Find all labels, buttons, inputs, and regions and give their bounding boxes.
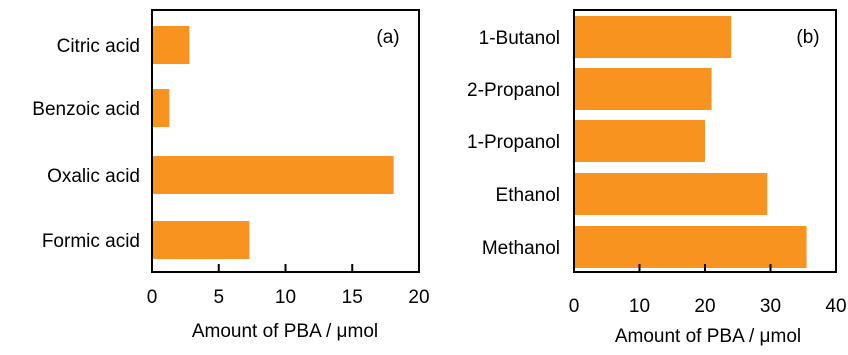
panel-b: (b) 1-Butanol 2-Propanol 1-Propanol Ethanol… <box>467 9 847 347</box>
x-tick-label: 0 <box>147 287 158 308</box>
bar-methanol <box>575 226 807 268</box>
bar-citric-acid <box>153 26 190 64</box>
panel-label-a: (a) <box>376 27 399 48</box>
bar-1-butanol <box>575 16 732 58</box>
x-tick-label: 30 <box>760 296 781 317</box>
category-label: 1-Butanol <box>479 28 560 49</box>
panel-label-b: (b) <box>796 27 819 48</box>
category-label: Benzoic acid <box>32 99 140 120</box>
panel-a: (a) Citric acid Benzoic acid Oxalic acid Fo… <box>32 9 430 342</box>
x-tick-label: 20 <box>694 296 715 317</box>
category-label: Citric acid <box>57 36 140 57</box>
category-labels-b: 1-Butanol 2-Propanol 1-Propanol Ethanol Meth… <box>467 28 560 259</box>
bars-a <box>153 26 394 259</box>
x-axis-label-b: Amount of PBA / μmol <box>615 326 801 347</box>
category-label: Methanol <box>482 238 560 259</box>
bars-b <box>575 16 807 268</box>
bar-oxalic-acid <box>153 156 394 194</box>
x-axis-label-a: Amount of PBA / μmol <box>192 321 378 342</box>
x-tick-label: 15 <box>342 287 363 308</box>
category-label: Oxalic acid <box>47 166 140 187</box>
bar-1-propanol <box>575 120 705 162</box>
x-ticks-a: 0 5 10 15 20 <box>147 264 430 308</box>
x-tick-label: 10 <box>629 296 650 317</box>
category-label: 2-Propanol <box>467 80 560 101</box>
x-tick-label: 20 <box>408 287 429 308</box>
bar-2-propanol <box>575 68 712 110</box>
x-ticks-b: 0 10 20 30 40 <box>569 264 847 317</box>
category-label: 1-Propanol <box>467 132 560 153</box>
bar-formic-acid <box>153 221 250 259</box>
bar-ethanol <box>575 173 768 215</box>
x-tick-label: 40 <box>825 296 846 317</box>
bar-benzoic-acid <box>153 89 170 127</box>
category-label: Formic acid <box>42 231 140 252</box>
category-label: Ethanol <box>496 185 560 206</box>
category-labels-a: Citric acid Benzoic acid Oxalic acid Formic… <box>32 36 140 252</box>
x-tick-label: 5 <box>213 287 224 308</box>
x-tick-label: 10 <box>275 287 296 308</box>
x-tick-label: 0 <box>569 296 580 317</box>
